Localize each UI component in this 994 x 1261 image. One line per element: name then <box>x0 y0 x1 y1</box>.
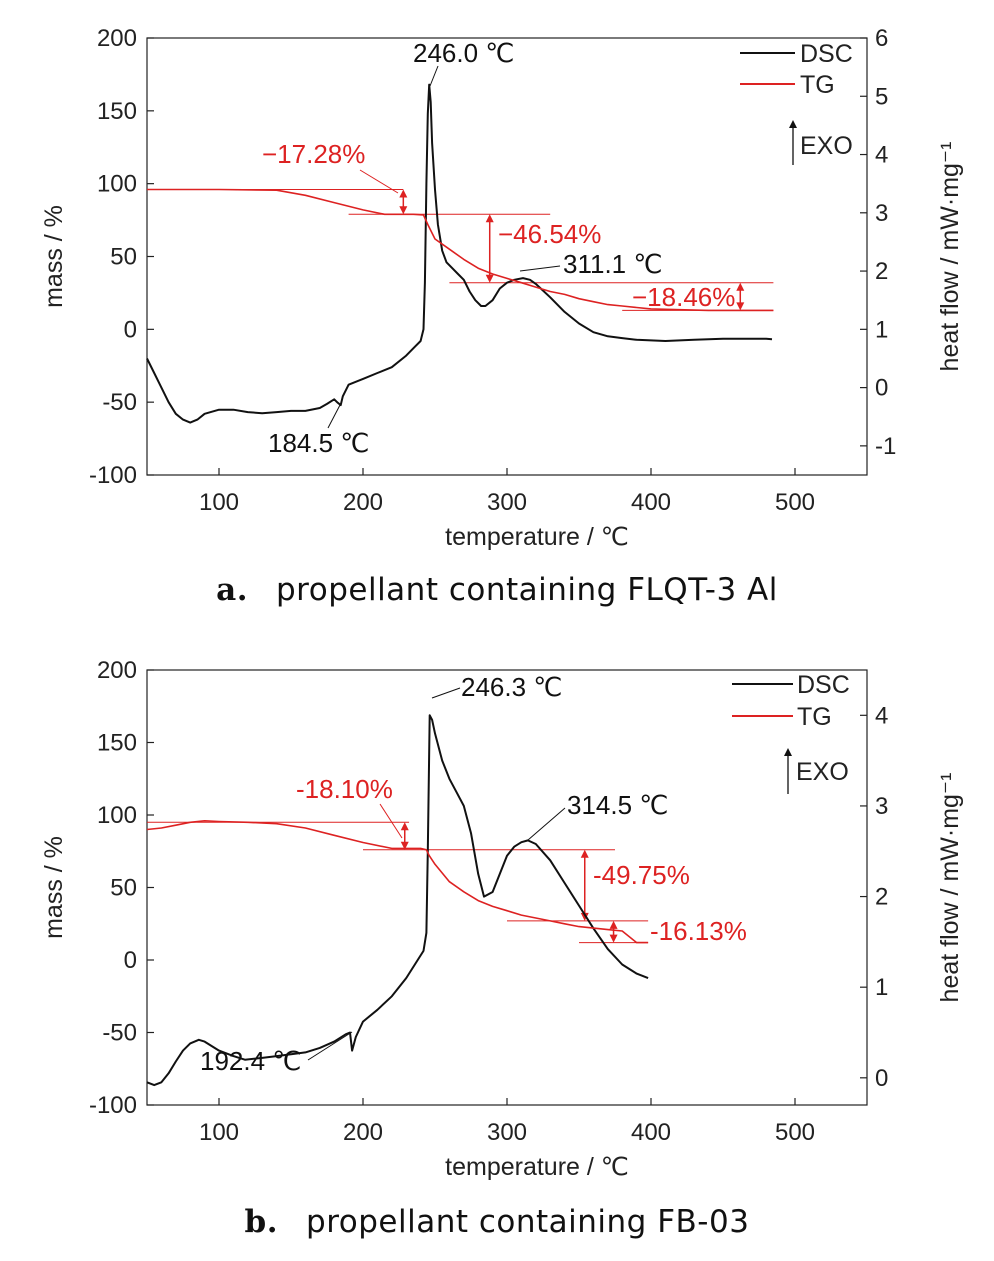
exo-arrow-icon <box>789 120 797 128</box>
y2-tick-label: -1 <box>875 433 896 460</box>
annotation-leader <box>359 169 399 194</box>
chart-b-svg: 100 200 300 400 500 -100 -50 0 50 100 150 200 0 1 2 3 4 t… <box>40 657 964 1181</box>
caption-b-letter: b. <box>244 1204 279 1240</box>
mass-loss-arrow-head-down <box>485 274 494 283</box>
mass-loss-arrow-head-down <box>736 302 745 311</box>
y2-axis-label: heat flow / mW·mg⁻¹ <box>936 142 964 372</box>
y-tick-label: 200 <box>97 25 137 52</box>
y2-tick-label: 6 <box>875 25 888 52</box>
mass-loss-arrow-head-down <box>400 841 409 850</box>
annotation-leader <box>379 803 403 839</box>
y-tick-label: 0 <box>124 316 137 343</box>
x-tick-label: 200 <box>343 489 383 516</box>
legend-exo-label: EXO <box>800 132 853 160</box>
legend-exo-label: EXO <box>796 758 849 786</box>
caption-b-text: propellant containing FB-03 <box>306 1204 750 1240</box>
y2-tick-label: 1 <box>875 974 888 1001</box>
y2-tick-label: 4 <box>875 142 888 169</box>
x-tick-label: 200 <box>343 1119 383 1146</box>
annotation-leader <box>307 1031 353 1061</box>
mass-loss-arrow-head-down <box>609 934 618 943</box>
annotation-leader <box>429 65 439 87</box>
mass-loss-arrow-head-up <box>400 822 409 831</box>
annotation-leader <box>519 265 561 272</box>
mass-loss-arrow-head-up <box>580 849 589 858</box>
y-axis-label: mass / % <box>40 205 68 308</box>
mass-loss-arrow-head-up <box>609 920 618 929</box>
exo-arrow-icon <box>784 748 792 756</box>
annotation-loss3: −18.46% <box>632 282 735 312</box>
y-tick-label: -50 <box>102 1020 137 1047</box>
annotation-dip: 184.5 ℃ <box>268 428 370 458</box>
y-tick-label: 50 <box>110 244 137 271</box>
y2-tick-label: 2 <box>875 258 888 285</box>
legend-dsc-label: DSC <box>800 40 853 68</box>
y2-tick-label: 3 <box>875 200 888 227</box>
y2-tick-label: 0 <box>875 375 888 402</box>
y2-tick-label: 5 <box>875 83 888 110</box>
x-axis-label: temperature / ℃ <box>445 523 629 551</box>
y-tick-label: 200 <box>97 657 137 684</box>
annotation-leader <box>527 807 566 841</box>
y-tick-label: 100 <box>97 802 137 829</box>
mass-loss-arrow-head-up <box>736 282 745 291</box>
y-tick-label: 0 <box>124 947 137 974</box>
series-line-tg <box>147 188 774 312</box>
annotation-loss1: -18.10% <box>296 774 393 804</box>
y2-tick-label: 2 <box>875 884 888 911</box>
legend-dsc-label: DSC <box>797 671 850 699</box>
plot-frame <box>146 37 868 476</box>
y2-tick-label: 1 <box>875 316 888 343</box>
x-tick-label: 500 <box>775 1119 815 1146</box>
series-line-dsc <box>146 714 649 1087</box>
annotation-peak2: 311.1 ℃ <box>563 249 663 279</box>
annotation-dip: 192.4 ℃ <box>200 1046 302 1076</box>
y2-axis-label: heat flow / mW·mg⁻¹ <box>936 773 964 1003</box>
x-tick-label: 100 <box>199 489 239 516</box>
x-tick-label: 400 <box>631 489 671 516</box>
annotation-peak1: 246.0 ℃ <box>413 38 515 68</box>
x-tick-label: 400 <box>631 1119 671 1146</box>
annotation-loss3: -16.13% <box>650 916 747 946</box>
y-tick-label: -50 <box>102 389 137 416</box>
annotation-peak1: 246.3 ℃ <box>461 672 563 702</box>
chart-panel-a: 100 200 300 400 500 -100 -50 0 50 100 150 200 -1 0 1 2 3… <box>0 0 994 560</box>
annotation-leader <box>327 404 341 429</box>
y-tick-label: 50 <box>110 875 137 902</box>
y-tick-label: 150 <box>97 730 137 757</box>
x-tick-label: 500 <box>775 489 815 516</box>
y-axis-label: mass / % <box>40 836 68 939</box>
caption-a-letter: a. <box>216 572 248 608</box>
y2-tick-label: 3 <box>875 793 888 820</box>
annotation-loss2: −46.54% <box>498 219 601 249</box>
annotation-peak2: 314.5 ℃ <box>567 790 669 820</box>
legend-tg-label: TG <box>800 71 835 99</box>
mass-loss-arrow-head-down <box>399 206 408 215</box>
annotation-leader <box>431 687 461 699</box>
caption-a: a. propellant containing FLQT-3 Al <box>0 572 994 608</box>
legend-tg-label: TG <box>797 703 832 731</box>
mass-loss-arrow-head-up <box>399 189 408 198</box>
y2-tick-label: 0 <box>875 1065 888 1092</box>
y-tick-label: 100 <box>97 171 137 198</box>
plot-frame <box>146 669 868 1106</box>
y2-tick-label: 4 <box>875 702 888 729</box>
chart-a-svg: 100 200 300 400 500 -100 -50 0 50 100 150 200 -1 0 1 2 3… <box>40 25 964 551</box>
y-tick-label: -100 <box>89 1092 137 1119</box>
y-tick-label: -100 <box>89 462 137 489</box>
chart-panel-b: 100 200 300 400 500 -100 -50 0 50 100 150 200 0 1 2 3 4 t… <box>0 640 994 1200</box>
mass-loss-arrow-head-down <box>580 912 589 921</box>
x-tick-label: 300 <box>487 489 527 516</box>
mass-loss-arrow-head-up <box>485 214 494 223</box>
caption-b: b. propellant containing FB-03 <box>0 1204 994 1240</box>
annotation-loss1: −17.28% <box>262 139 365 169</box>
x-axis-label: temperature / ℃ <box>445 1153 629 1181</box>
series-line-dsc <box>146 83 773 424</box>
x-tick-label: 100 <box>199 1119 239 1146</box>
series-line-tg <box>146 820 649 944</box>
x-tick-label: 300 <box>487 1119 527 1146</box>
caption-a-text: propellant containing FLQT-3 Al <box>276 572 778 608</box>
annotation-loss2: -49.75% <box>593 860 690 890</box>
y-tick-label: 150 <box>97 98 137 125</box>
